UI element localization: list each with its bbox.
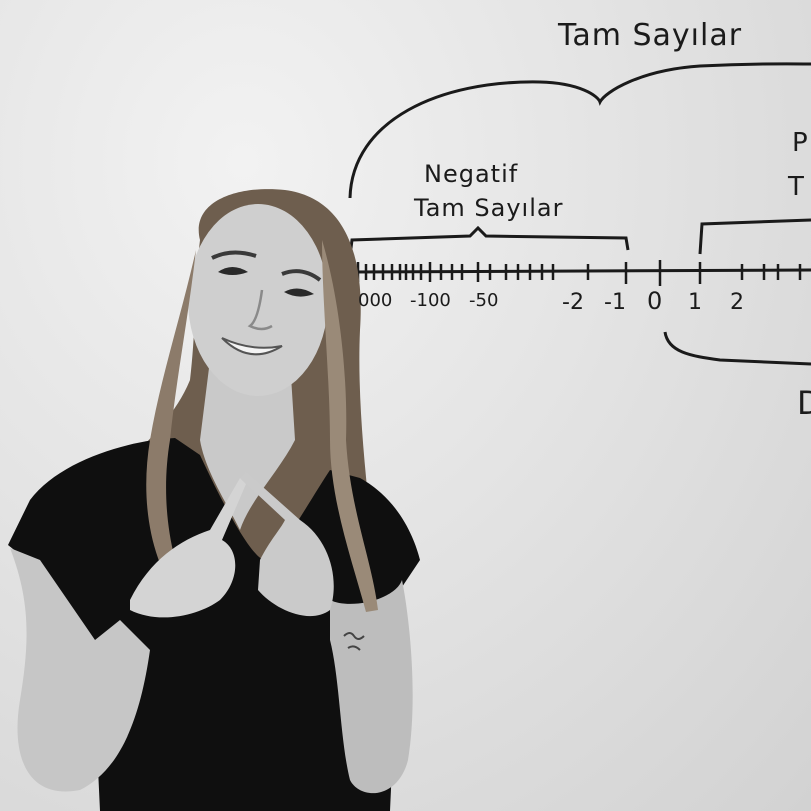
- positive-brace: [700, 220, 811, 254]
- edge-letter-t: T: [788, 172, 804, 202]
- tick-label-minus-1: -1: [604, 290, 626, 315]
- board-title: Tam Sayılar: [558, 18, 742, 53]
- person: [8, 189, 420, 811]
- tick-label-0: 0: [647, 287, 662, 315]
- edge-letter-d: D: [797, 384, 811, 422]
- lower-bracket: [665, 332, 811, 364]
- face: [188, 204, 328, 396]
- tick-label-minus-2: -2: [562, 290, 584, 315]
- top-brace: [350, 64, 811, 198]
- tick-label-minus-100: -100: [410, 290, 451, 311]
- edge-letter-p: P: [792, 128, 808, 158]
- negative-brace: [350, 228, 628, 256]
- tick-label-1: 1: [688, 290, 702, 315]
- tick-label-1000: 000: [358, 290, 392, 311]
- negative-label-line1: Negatif: [424, 160, 518, 188]
- tick-label-minus-50: -50: [469, 290, 498, 311]
- tick-label-2: 2: [730, 290, 744, 315]
- negative-label-line2: Tam Sayılar: [414, 194, 563, 222]
